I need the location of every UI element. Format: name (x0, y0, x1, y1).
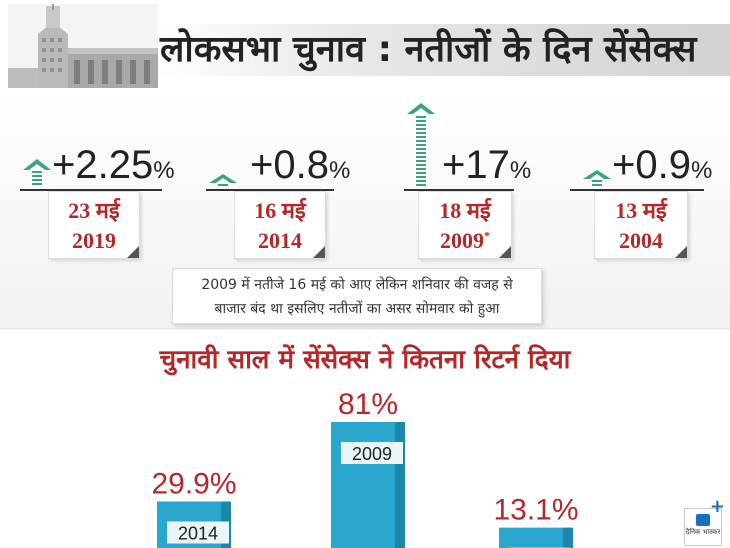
up-arrow-icon (407, 103, 435, 186)
card-corner (675, 246, 687, 258)
change-number: +2.25 (52, 143, 154, 187)
year-text: 2004 (619, 228, 663, 253)
stock-exchange-building-image (8, 4, 158, 88)
logo-text: दैनिक भास्कर (685, 528, 721, 536)
bar-2004 (499, 527, 563, 548)
footnote-box: 2009 में नतीजे 16 मई को आए लेकिन शनिवार … (172, 268, 542, 324)
value-label: 29.9% (151, 467, 236, 500)
card-corner (127, 246, 139, 258)
date-card: 16 मई 2014 (234, 191, 326, 259)
up-arrow-icon (23, 159, 51, 185)
date-card: 18 मई 2009* (418, 191, 512, 259)
header: लोकसभा चुनाव : नतीजों के दिन सेंसेक्स (0, 0, 730, 90)
underline (20, 189, 162, 191)
plus-icon: + (709, 496, 725, 517)
header-band (150, 24, 730, 76)
dainik-bhaskar-logo: + दैनिक भास्कर (684, 498, 725, 546)
date-card: 23 मई 2019 (48, 191, 140, 259)
up-arrow-icon (209, 174, 237, 186)
underline (404, 189, 514, 191)
percent-sign: % (690, 157, 713, 184)
underline (206, 189, 334, 191)
year-text: 2014 (258, 228, 302, 253)
year-text: 2009* (419, 226, 511, 256)
category-label: 2014 (178, 523, 218, 543)
change-value: +17% (442, 143, 531, 188)
value-label: 13.1% (493, 494, 578, 527)
footnote-line-2: बाजार बंद था इसलिए नतीजों का असर सोमवार … (214, 301, 500, 317)
bar-shade (563, 527, 573, 548)
date-card: 13 मई 2004 (594, 191, 688, 259)
category-label-box (167, 521, 229, 544)
card-corner (499, 246, 511, 258)
percent-sign: % (509, 157, 532, 184)
logo-mark (696, 514, 710, 526)
bar-2009 (331, 422, 395, 548)
page-title: लोकसभा चुनाव : नतीजों के दिन सेंसेक्स (160, 29, 697, 70)
change-value: +2.25% (52, 143, 175, 188)
category-label-box (341, 442, 403, 464)
date-text: 18 मई (439, 198, 491, 223)
chart-title: चुनावी साल में सेंसेक्स ने कितना रिटर्न … (159, 345, 571, 375)
up-arrow-icon (583, 170, 611, 186)
year-text: 2019 (72, 228, 116, 253)
date-text: 13 मई (615, 198, 667, 223)
section-divider (0, 328, 730, 329)
change-number: +17 (442, 143, 510, 187)
underline (570, 189, 704, 191)
footnote-line-1: 2009 में नतीजे 16 मई को आए लेकिन शनिवार … (201, 277, 513, 293)
year-number: 2009 (440, 228, 484, 253)
bar-shade (395, 422, 405, 548)
change-number: +0.8 (250, 143, 329, 187)
footnote-marker: * (484, 228, 490, 243)
category-label: 2009 (352, 444, 392, 464)
percent-sign: % (328, 157, 351, 184)
date-text: 16 मई (254, 198, 306, 223)
change-value: +0.9% (612, 143, 712, 188)
value-label: 81% (338, 388, 398, 421)
change-number: +0.9 (612, 143, 691, 187)
date-text: 23 मई (68, 198, 120, 223)
card-corner (313, 246, 325, 258)
change-value: +0.8% (250, 143, 350, 188)
percent-sign: % (153, 157, 175, 184)
